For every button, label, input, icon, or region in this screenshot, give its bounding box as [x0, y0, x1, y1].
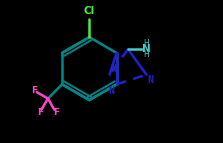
Text: N: N [148, 75, 153, 85]
Text: N: N [142, 44, 151, 54]
Text: F: F [37, 108, 43, 117]
Text: N: N [109, 86, 114, 96]
Text: H: H [143, 50, 149, 59]
Text: N: N [110, 64, 116, 74]
Text: F: F [53, 108, 59, 117]
Text: Cl: Cl [84, 6, 95, 16]
Text: F: F [31, 86, 37, 95]
Text: H: H [143, 39, 149, 48]
